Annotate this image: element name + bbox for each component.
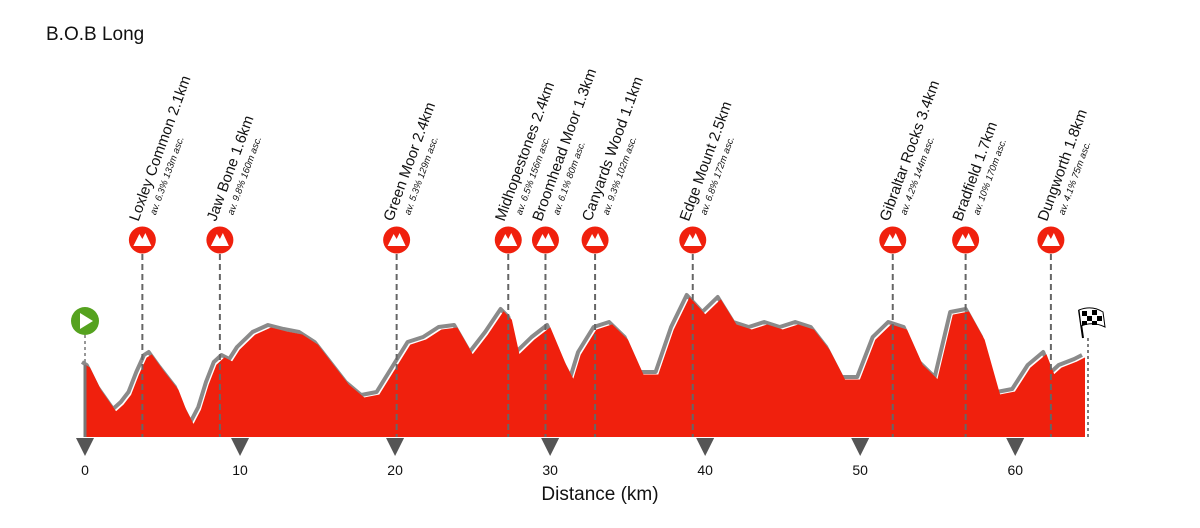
profile-line [84, 297, 1086, 427]
climb-icon [387, 233, 406, 246]
x-tick [696, 438, 715, 456]
start-icon [71, 307, 99, 362]
x-tick-label: 0 [81, 462, 89, 478]
x-tick [231, 438, 250, 456]
climb-icon [499, 233, 518, 246]
climb-icon [536, 233, 555, 246]
x-tick-label: 40 [697, 462, 713, 478]
x-tick [76, 438, 94, 456]
profile-area [85, 298, 1085, 437]
x-tick-label: 30 [542, 462, 558, 478]
climb-icon [956, 233, 975, 246]
x-tick-label: 10 [232, 462, 248, 478]
climb-icon [133, 233, 152, 246]
x-tick [386, 438, 405, 456]
climb-icon [210, 233, 229, 246]
climb-icon [1041, 233, 1060, 246]
x-tick [1006, 438, 1025, 456]
finish-flag [1078, 307, 1106, 437]
x-tick [851, 438, 870, 456]
x-tick-label: 20 [387, 462, 403, 478]
chart-title: B.O.B Long [46, 24, 144, 45]
x-axis-label: Distance (km) [541, 484, 658, 505]
climb-icon [683, 233, 702, 246]
climb-icon [883, 233, 902, 246]
x-tick [541, 438, 560, 456]
climb-icon [586, 233, 605, 246]
x-tick-label: 50 [852, 462, 868, 478]
x-tick-label: 60 [1007, 462, 1023, 478]
